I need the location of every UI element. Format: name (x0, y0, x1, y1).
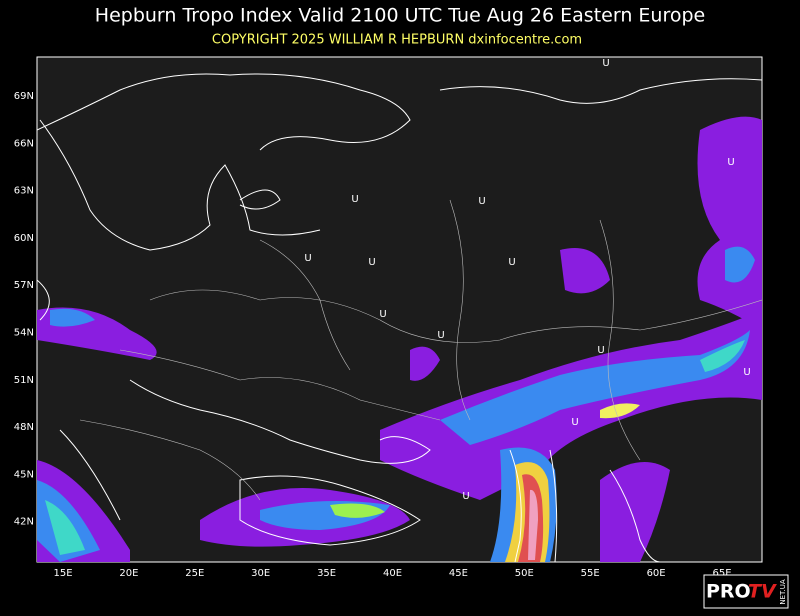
latitude-label: 66N (14, 138, 34, 149)
longitude-label: 30E (251, 568, 270, 579)
latitude-label: 63N (14, 186, 34, 197)
latitude-label: 51N (14, 375, 34, 386)
logo-brand-accent: TV (748, 581, 777, 603)
pressure-marker: U (351, 194, 358, 205)
longitude-label: 65E (712, 568, 731, 579)
logo-brand: PRO (706, 581, 751, 603)
longitude-label: 50E (515, 568, 534, 579)
longitude-label: 40E (383, 568, 402, 579)
tropo-index-fill (37, 116, 762, 562)
longitude-label: 15E (53, 568, 72, 579)
longitude-label: 25E (185, 568, 204, 579)
longitude-label: 20E (119, 568, 138, 579)
pressure-marker: U (368, 257, 375, 268)
logo: PRO TV NET.UA (703, 574, 789, 609)
longitude-label: 60E (647, 568, 666, 579)
pressure-marker: U (379, 309, 386, 320)
pressure-markers: U U U U U U U U U U U U U (304, 58, 750, 502)
copyright: COPYRIGHT 2025 WILLIAM R HEPBURN dxinfoc… (212, 33, 582, 48)
logo-domain: NET.UA (779, 579, 787, 604)
longitude-label: 35E (317, 568, 336, 579)
pressure-marker: U (743, 367, 750, 378)
latitude-label: 57N (14, 280, 34, 291)
latitude-label: 42N (14, 517, 34, 528)
pressure-marker: U (727, 157, 734, 168)
latitude-label: 60N (14, 233, 34, 244)
latitude-labels: 69N 66N 63N 60N 57N 54N 51N 48N 45N 42N (14, 91, 34, 528)
latitude-label: 45N (14, 469, 34, 480)
logo-box (703, 574, 789, 609)
coastlines (37, 73, 762, 562)
latitude-label: 54N (14, 328, 34, 339)
longitude-label: 55E (581, 568, 600, 579)
pressure-marker: U (304, 253, 311, 264)
latitude-label: 48N (14, 422, 34, 433)
pressure-marker: U (462, 491, 469, 502)
map-panel: 69N 66N 63N 60N 57N 54N 51N 48N 45N 42N 15E 20E 25E… (14, 56, 763, 579)
pressure-marker: U (478, 196, 485, 207)
borders (79, 199, 762, 501)
pressure-marker: U (571, 417, 578, 428)
pressure-marker: U (508, 257, 515, 268)
longitude-label: 45E (449, 568, 468, 579)
pressure-marker: U (437, 330, 444, 341)
latitude-label: 69N (14, 91, 34, 102)
title: Hepburn Tropo Index Valid 2100 UTC Tue A… (95, 5, 705, 27)
pressure-marker: U (597, 345, 604, 356)
longitude-labels: 15E 20E 25E 30E 35E 40E 45E 50E 55E 60E 65E (53, 568, 731, 579)
pressure-marker: U (602, 58, 609, 69)
